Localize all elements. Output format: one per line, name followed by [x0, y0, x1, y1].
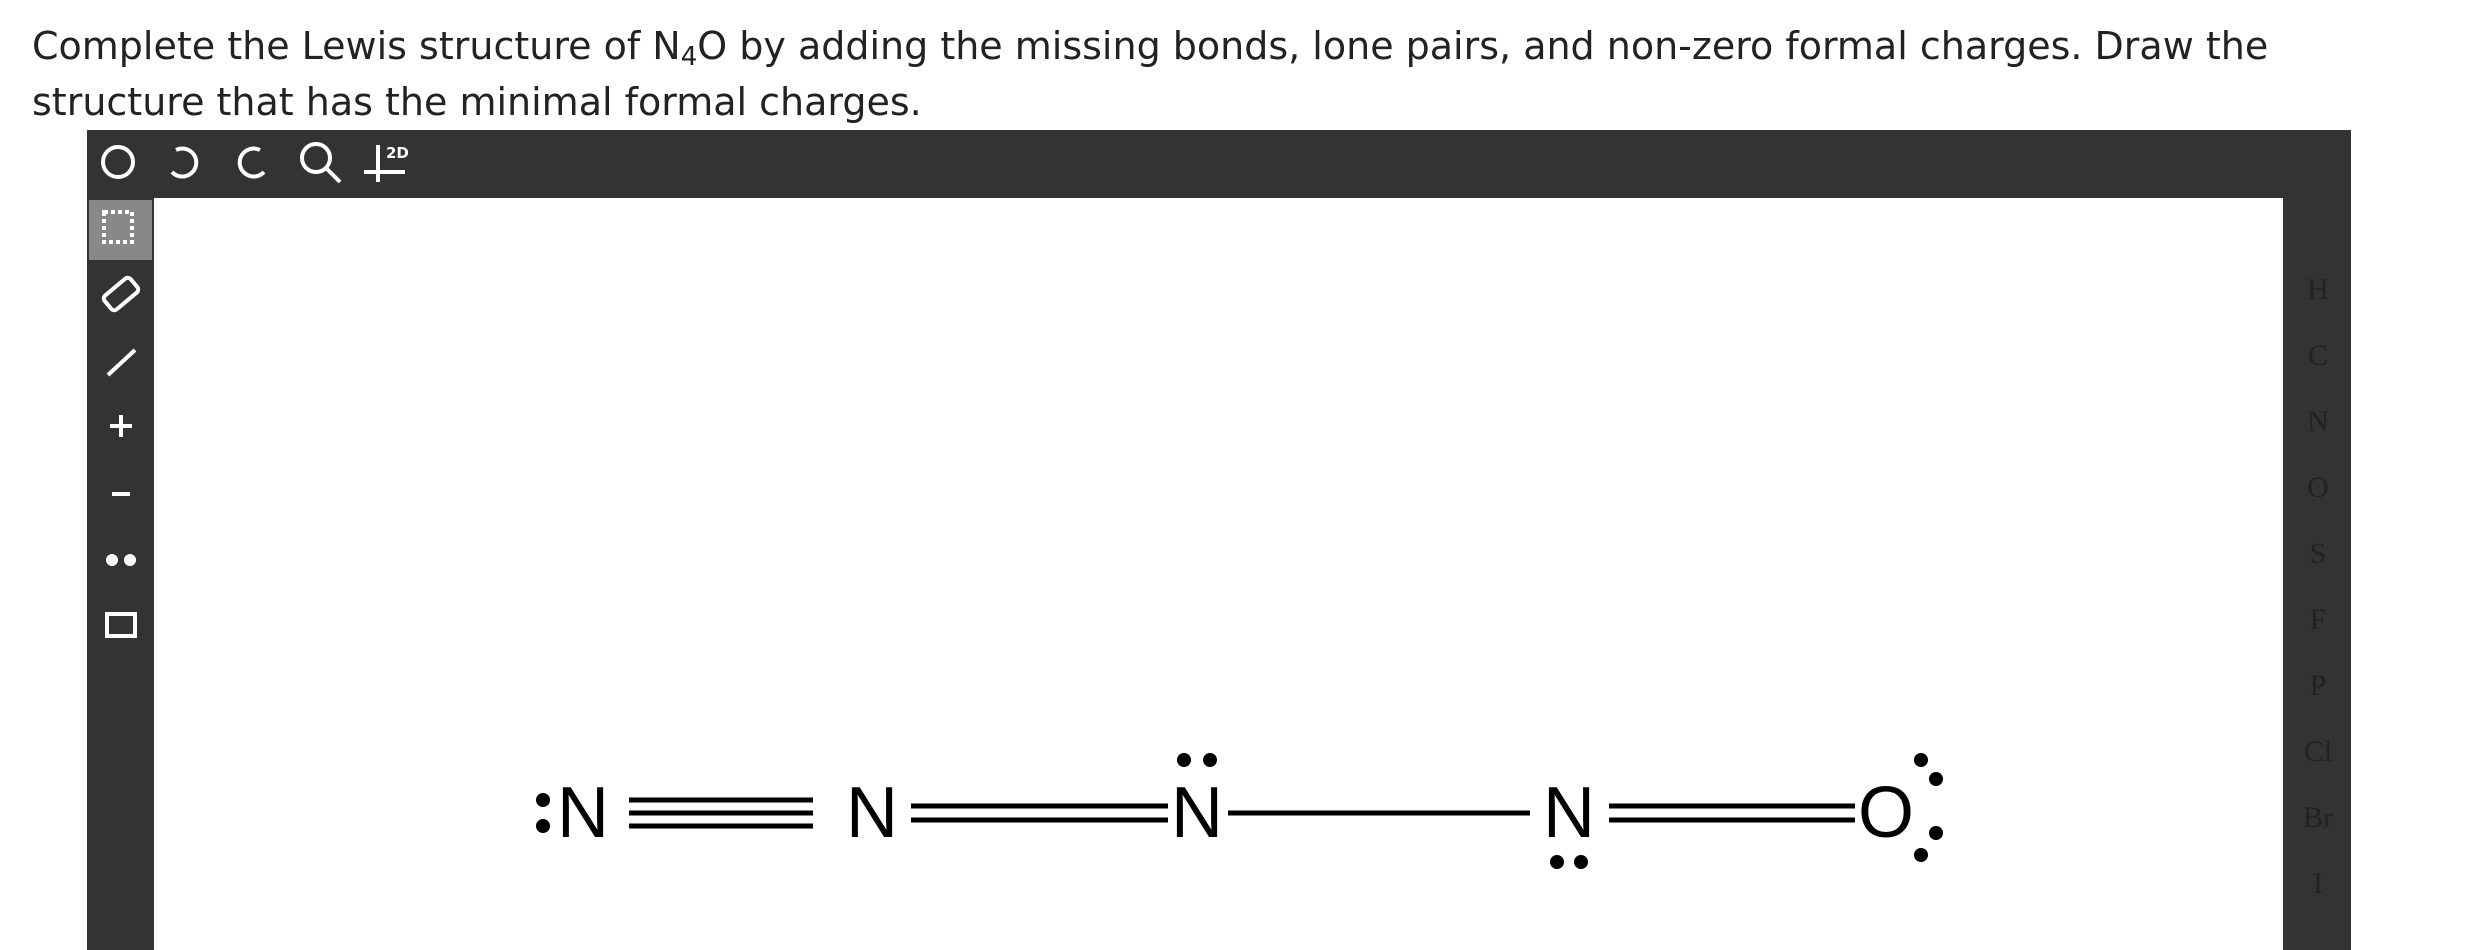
- clear-icon[interactable]: [101, 145, 135, 179]
- element-button[interactable]: Cl: [2304, 735, 2332, 768]
- element-button[interactable]: F: [2310, 603, 2327, 636]
- mode-label: 2D: [386, 144, 409, 162]
- atom: N: [1543, 773, 1595, 853]
- zoom-icon[interactable]: [300, 142, 342, 184]
- element-button[interactable]: P: [2310, 669, 2327, 702]
- element-button[interactable]: H: [2307, 273, 2329, 306]
- plus-tool[interactable]: [110, 415, 132, 437]
- atom: N: [846, 773, 898, 853]
- element-button[interactable]: C: [2308, 339, 2328, 372]
- canvas: [154, 198, 2283, 950]
- box-tool[interactable]: [105, 612, 137, 638]
- element-button[interactable]: N: [2307, 405, 2329, 438]
- element-button[interactable]: I: [2313, 867, 2323, 900]
- question-text: Complete the Lewis structure of N: [32, 24, 681, 68]
- select-icon: [102, 210, 134, 244]
- element-button[interactable]: Br: [2303, 801, 2333, 834]
- subscript: 4: [680, 42, 698, 72]
- erase-tool[interactable]: [101, 275, 141, 313]
- mode-2d[interactable]: 2D: [364, 144, 409, 182]
- atom: O: [1858, 773, 1914, 853]
- element-button[interactable]: O: [2307, 471, 2329, 504]
- redo-icon[interactable]: [237, 146, 266, 179]
- undo-icon[interactable]: [170, 146, 199, 179]
- select-tool[interactable]: [89, 200, 152, 260]
- atom: N: [557, 773, 609, 853]
- element-button[interactable]: S: [2310, 537, 2327, 570]
- atom: N: [1171, 773, 1223, 853]
- question: Complete the Lewis structure of N4O by a…: [32, 18, 2362, 130]
- lone-pair-tool[interactable]: [106, 554, 136, 566]
- lone-pairs: [536, 753, 1943, 869]
- question-text: O by adding the missing bonds, lone pair…: [32, 24, 2269, 124]
- bond-tool[interactable]: [106, 348, 137, 377]
